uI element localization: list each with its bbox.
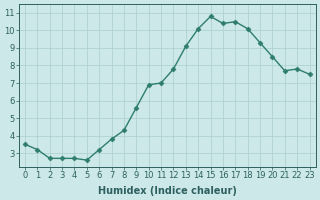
X-axis label: Humidex (Indice chaleur): Humidex (Indice chaleur): [98, 186, 237, 196]
